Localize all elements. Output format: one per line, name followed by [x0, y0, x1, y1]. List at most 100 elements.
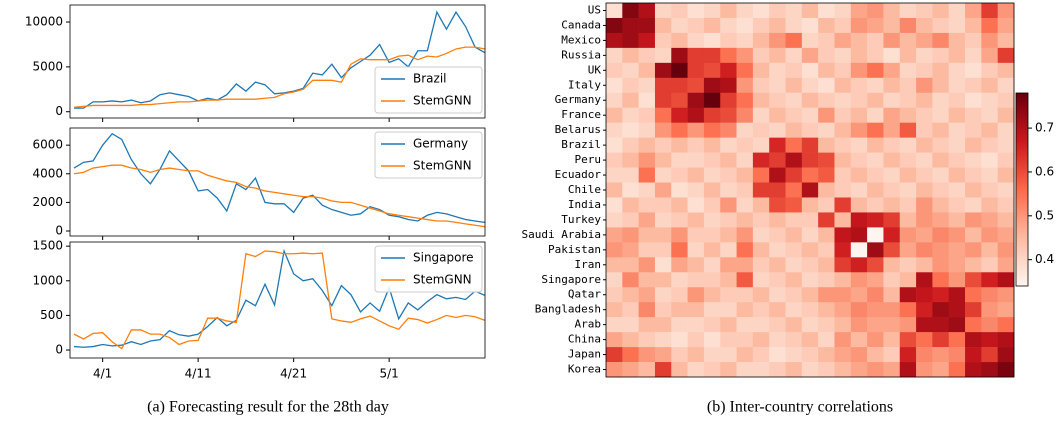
heatmap-cell: [720, 182, 737, 198]
heatmap-cell: [638, 302, 656, 318]
heatmap-cell: [638, 152, 656, 168]
heatmap-cell: [801, 257, 819, 273]
heatmap-cell: [752, 347, 770, 363]
heatmap-cell: [948, 347, 966, 363]
heatmap-cell: [981, 242, 998, 258]
heatmap-cell: [867, 167, 884, 183]
heatmap-cell: [622, 137, 639, 153]
heatmap-cell: [703, 302, 721, 318]
row-label: Mexico: [561, 33, 601, 46]
heatmap-cell: [818, 3, 835, 19]
plot-frame: [69, 4, 486, 119]
heatmap-cell: [638, 347, 656, 363]
heatmap-cell: [818, 62, 835, 79]
heatmap-cell: [867, 227, 884, 243]
heatmap-cell: [654, 152, 672, 168]
heatmap-cell: [752, 257, 770, 273]
heatmap-cell: [671, 227, 688, 243]
heatmap-cell: [606, 347, 623, 363]
heatmap-cell: [687, 32, 705, 49]
heatmap-cell: [703, 92, 721, 109]
row-label: Peru: [575, 153, 602, 166]
heatmap-cell: [736, 47, 754, 64]
y-tick-label: 0: [55, 223, 63, 237]
heatmap-cell: [932, 32, 950, 49]
heatmap-cell: [638, 332, 656, 348]
heatmap-cell: [703, 62, 721, 79]
heatmap-cell: [687, 107, 705, 123]
heatmap-cell: [785, 3, 803, 19]
heatmap-cell: [606, 47, 623, 64]
heatmap-cell: [948, 62, 966, 79]
heatmap-cell: [932, 167, 950, 183]
heatmap-cell: [801, 137, 819, 153]
heatmap-cell: [916, 242, 933, 258]
heatmap-cell: [932, 302, 950, 318]
heatmap-cell: [769, 272, 786, 288]
heatmap-cell: [899, 92, 917, 109]
heatmap-cell: [981, 227, 998, 243]
heatmap-cell: [883, 137, 901, 153]
heatmap-cell: [703, 3, 721, 19]
heatmap-cell: [997, 272, 1015, 288]
heatmap-cell: [916, 227, 933, 243]
heatmap-cell: [834, 182, 852, 198]
heatmap-cell: [703, 17, 721, 34]
heatmap-cell: [736, 212, 754, 228]
row-label: Bangladesh: [535, 303, 601, 316]
heatmap-cell: [736, 362, 754, 378]
row-label: Italy: [568, 78, 601, 91]
heatmap-cell: [736, 332, 754, 348]
heatmap-cell: [801, 302, 819, 318]
heatmap-cell: [638, 182, 656, 198]
heatmap-cell: [965, 167, 982, 183]
heatmap-cell: [687, 152, 705, 168]
heatmap-cell: [785, 242, 803, 258]
row-label: Brazil: [561, 138, 601, 151]
heatmap-cell: [981, 152, 998, 168]
row-label: France: [561, 108, 601, 121]
heatmap-cell: [801, 17, 819, 34]
heatmap-cell: [883, 287, 901, 303]
heatmap-cell: [654, 17, 672, 34]
heatmap-cell: [638, 32, 656, 49]
heatmap-cell: [687, 62, 705, 79]
heatmap-cell: [671, 182, 688, 198]
caption: (a) Forecasting result for the 28th day: [147, 399, 389, 416]
row-label: Qatar: [568, 288, 601, 301]
heatmap-cell: [736, 77, 754, 94]
heatmap-cell: [850, 347, 868, 363]
heatmap-cell: [834, 347, 852, 363]
heatmap-cell: [769, 197, 786, 213]
heatmap-cell: [720, 92, 737, 109]
heatmap-cell: [720, 197, 737, 213]
heatmap-cell: [638, 3, 656, 19]
heatmap-cell: [981, 362, 998, 378]
heatmap-cell: [671, 167, 688, 183]
heatmap-cell: [671, 332, 688, 348]
heatmap-cell: [752, 332, 770, 348]
y-tick-label: 6000: [32, 138, 63, 152]
heatmap-cell: [818, 77, 835, 94]
heatmap-cell: [867, 212, 884, 228]
heatmap-cell: [638, 47, 656, 64]
heatmap-cell: [834, 362, 852, 378]
heatmap-cell: [867, 137, 884, 153]
heatmap-cell: [769, 47, 786, 64]
heatmap-cell: [997, 3, 1015, 19]
heatmap-cell: [948, 152, 966, 168]
heatmap-cell: [916, 332, 933, 348]
heatmap-cell: [932, 212, 950, 228]
heatmap-cell: [687, 17, 705, 34]
heatmap-cell: [687, 92, 705, 109]
heatmap-cell: [687, 137, 705, 153]
heatmap-cell: [867, 257, 884, 273]
heatmap-cell: [818, 197, 835, 213]
heatmap-cell: [769, 137, 786, 153]
heatmap-cell: [916, 212, 933, 228]
heatmap-cell: [752, 287, 770, 303]
heatmap-cell: [638, 272, 656, 288]
y-tick-label: 10000: [25, 15, 63, 29]
heatmap-cell: [736, 227, 754, 243]
heatmap-cell: [720, 212, 737, 228]
